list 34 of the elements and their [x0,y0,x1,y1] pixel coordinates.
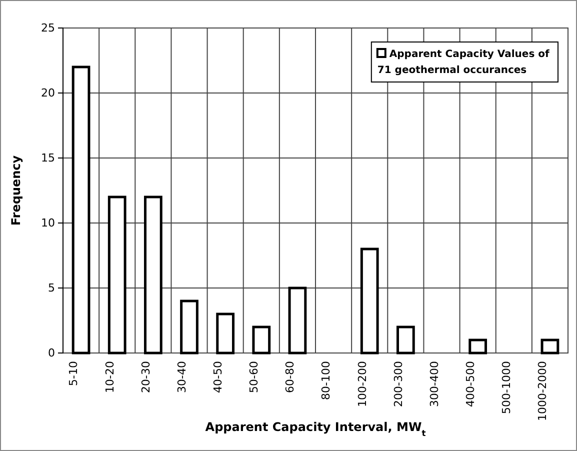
x-tick-label: 300-400 [428,361,441,407]
x-tick-label: 30-40 [175,361,188,393]
y-tick-label: 0 [48,346,55,360]
y-tick-label: 25 [41,22,55,35]
bar [108,196,126,354]
x-tick-label: 200-300 [392,361,405,407]
y-tick-label: 10 [41,216,55,230]
bar [396,326,415,354]
bar [252,326,271,354]
bar [144,196,162,354]
x-tick-label: 1000-2000 [536,361,550,421]
bar [540,338,560,354]
y-tick-label: 15 [41,152,55,165]
x-tick-label: 10-20 [103,361,116,393]
bar [72,66,90,354]
x-tick-label: 100-200 [356,361,369,407]
legend-label: Apparent Capacity Values of 71 geothermal occurances [377,49,550,76]
x-tick-label: 5-10 [67,361,80,386]
bar [288,286,307,354]
x-tick-label: 50-60 [248,361,261,393]
bar [216,312,235,354]
x-tick-label: 500-1000 [500,361,514,414]
x-tick-label: 20-30 [139,361,152,393]
x-tick-label: 400-500 [464,361,477,407]
x-tick-label: 40-50 [211,361,224,393]
bar [360,248,379,354]
x-axis-title: Apparent Capacity Interval, MW$_{t}$ [205,420,426,438]
x-tick-label: 60-80 [284,361,297,393]
y-tick-label: 20 [41,86,55,100]
y-axis-title: Frequency [9,155,23,226]
bar [180,300,198,354]
x-tick-label: 80-100 [320,361,333,400]
y-tick-label: 5 [48,282,55,295]
bar [468,338,488,354]
